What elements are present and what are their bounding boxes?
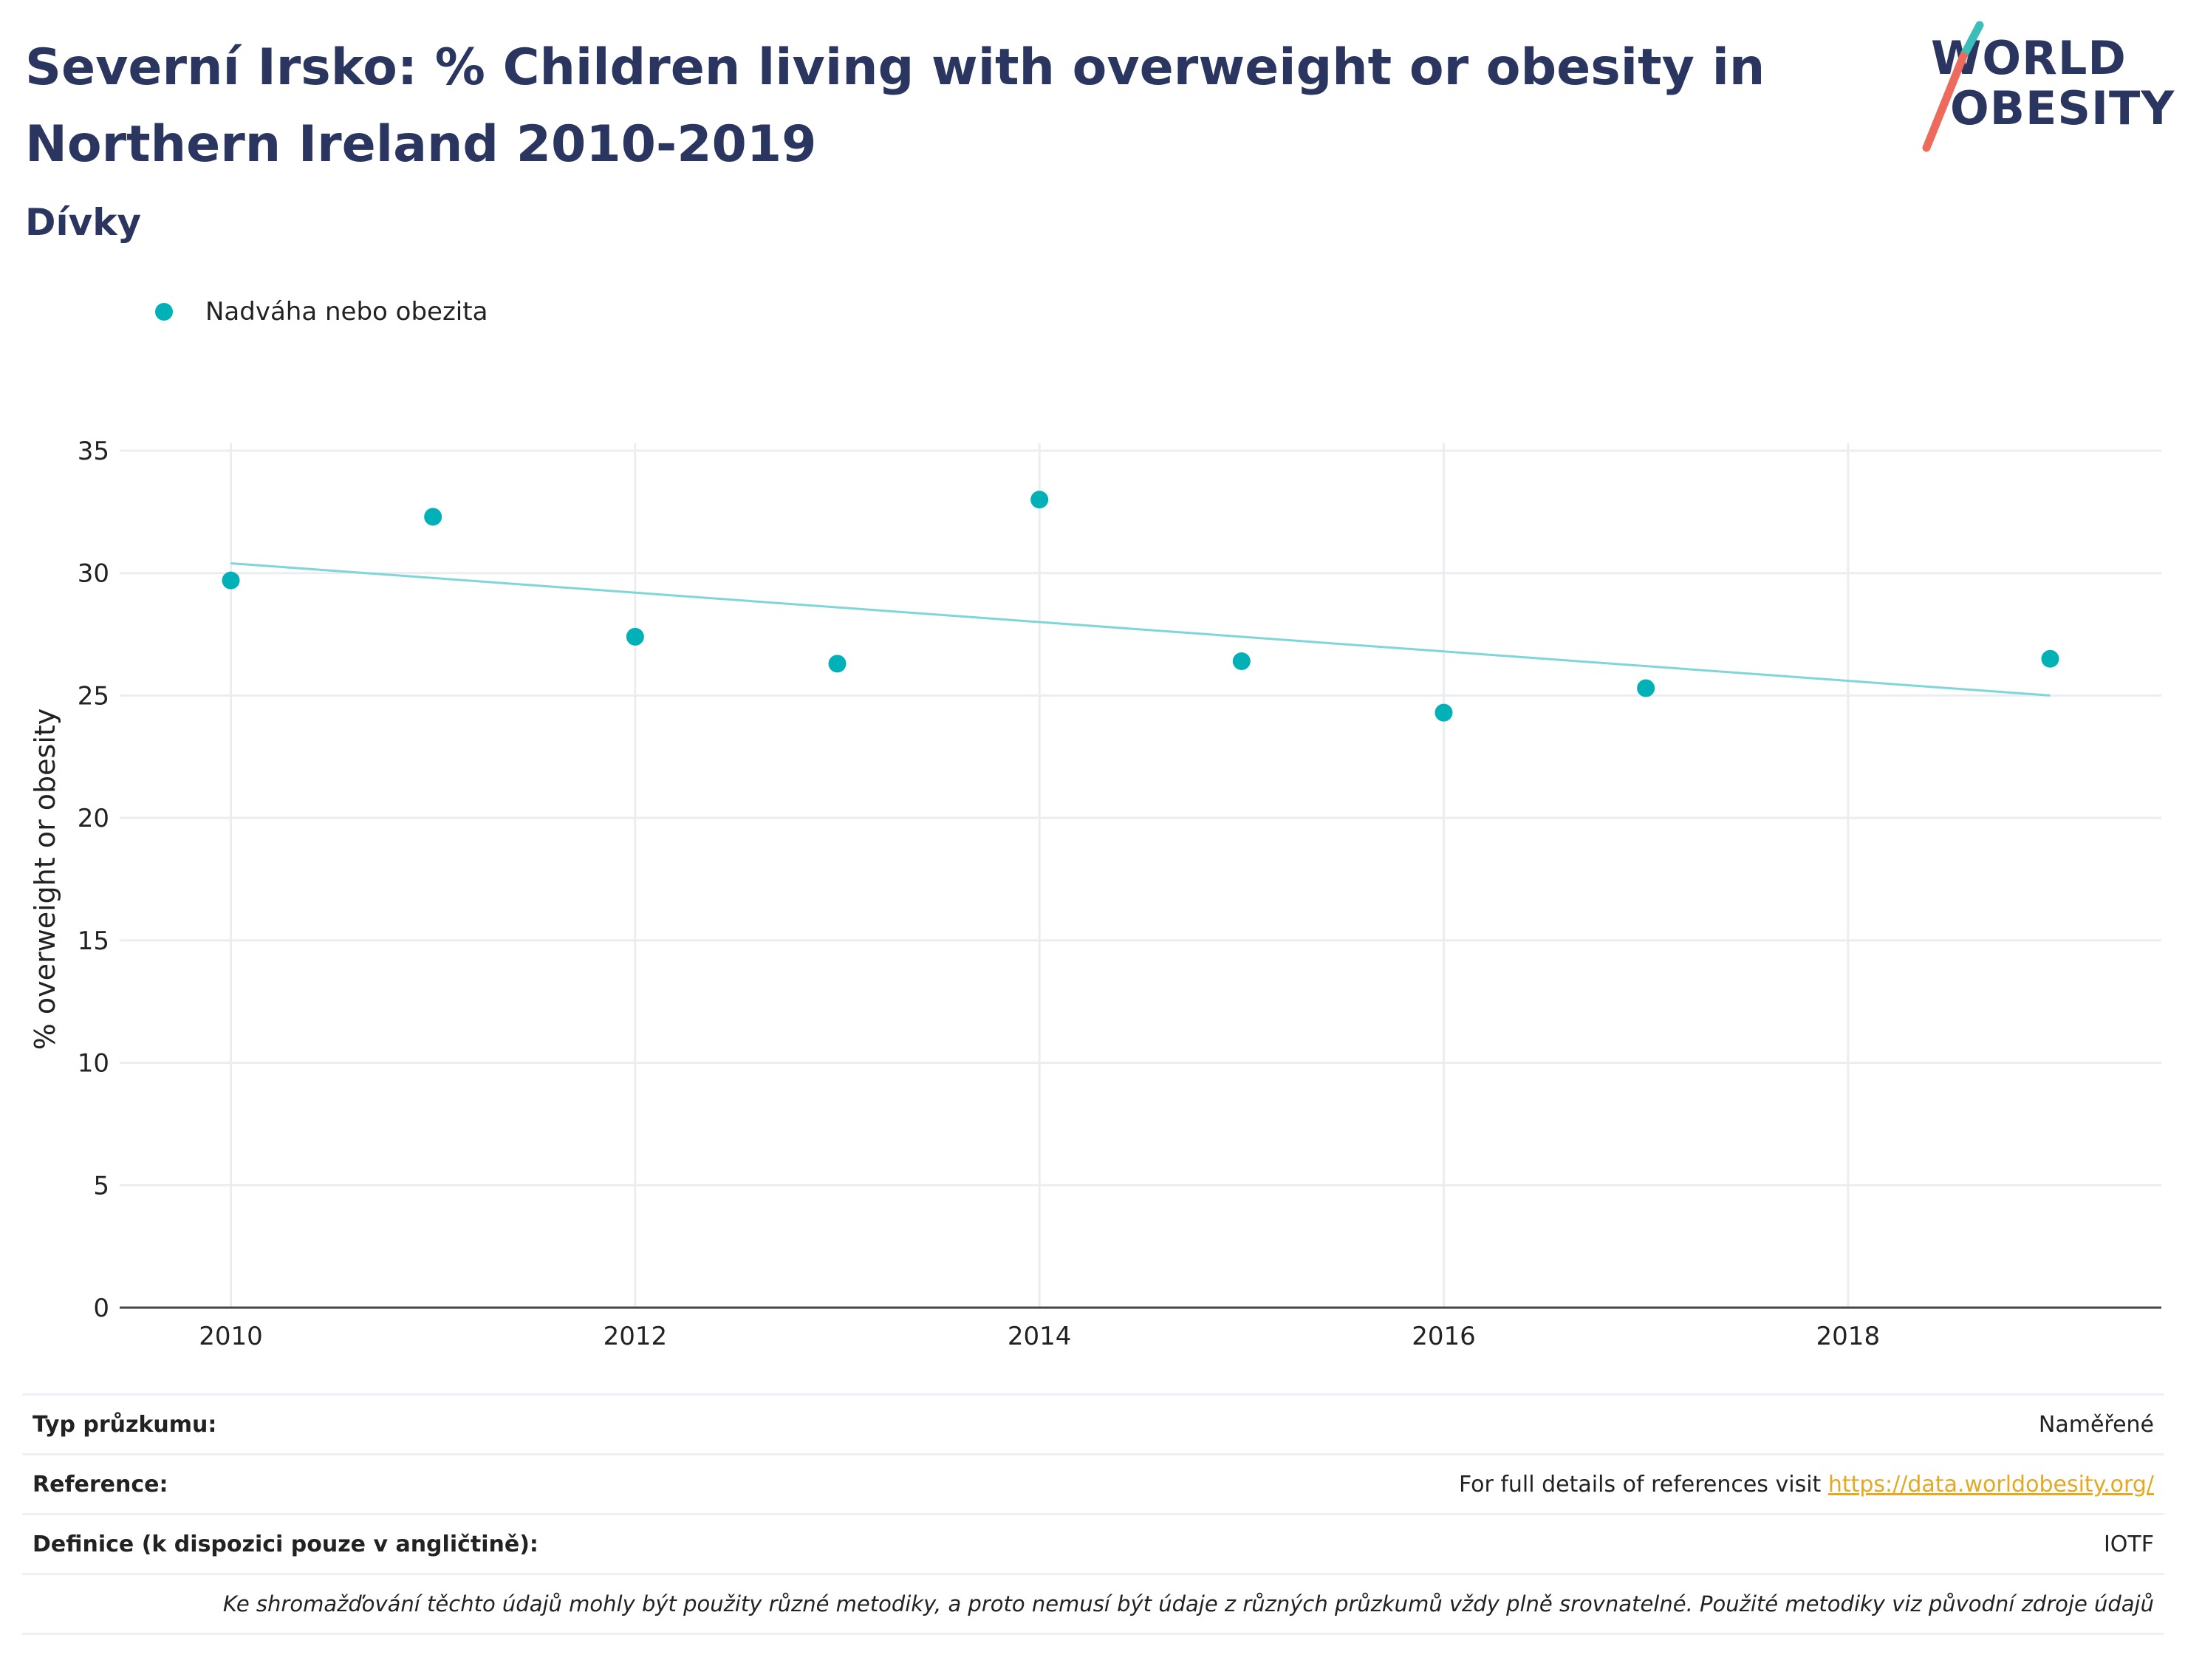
logo-word-obesity: OBESITY bbox=[1950, 81, 2175, 135]
trend-line bbox=[230, 561, 2051, 697]
y-tick-label: 20 bbox=[78, 804, 109, 833]
y-axis-title: % overweight or obesity bbox=[29, 708, 61, 1051]
data-point bbox=[626, 627, 644, 646]
y-tick-label: 30 bbox=[78, 559, 109, 589]
chart-subtitle: Dívky bbox=[25, 201, 142, 244]
definition-label: Definice (k dispozici pouze v angličtině… bbox=[33, 1531, 538, 1557]
survey-type-value: Naměřené bbox=[2038, 1411, 2154, 1438]
x-tick-label: 2018 bbox=[1816, 1322, 1881, 1351]
data-point bbox=[1232, 652, 1251, 671]
chart-title: Severní Irsko: % Children living with ov… bbox=[25, 38, 1765, 174]
footer-table: Typ průzkumu: Naměřené Reference: For fu… bbox=[22, 1393, 2164, 1635]
chart-legend[interactable]: Nadváha nebo obezita bbox=[155, 297, 488, 327]
definition-row: Definice (k dispozici pouze v angličtině… bbox=[22, 1513, 2164, 1573]
x-tick-label: 2016 bbox=[1412, 1322, 1476, 1351]
x-tick-label: 2012 bbox=[603, 1322, 668, 1351]
logo-slash-icon bbox=[1922, 21, 1984, 152]
reference-text: For full details of references visit bbox=[1458, 1471, 1822, 1498]
data-point bbox=[222, 571, 240, 590]
y-tick-label: 25 bbox=[78, 681, 109, 711]
y-tick-label: 5 bbox=[93, 1171, 109, 1201]
y-tick-label: 0 bbox=[93, 1294, 109, 1323]
world-obesity-logo[interactable]: WORLD OBESITY bbox=[1921, 21, 2175, 161]
reference-label: Reference: bbox=[33, 1471, 168, 1498]
reference-value: For full details of references visit htt… bbox=[1459, 1472, 2154, 1498]
survey-type-label: Typ průzkumu: bbox=[33, 1411, 217, 1438]
methodology-note: Ke shromažďování těchto údajů mohly být … bbox=[22, 1573, 2164, 1635]
legend-label: Nadváha nebo obezita bbox=[205, 297, 488, 327]
data-point bbox=[828, 655, 847, 673]
data-point bbox=[2041, 649, 2059, 668]
chart-plot-area: 0 5 10 15 20 25 30 35 2010 2012 2014 2016 2018 % over… bbox=[29, 437, 2161, 1351]
data-point bbox=[1030, 491, 1049, 509]
y-tick-label: 15 bbox=[78, 926, 109, 956]
reference-row: Reference: For full details of reference… bbox=[22, 1453, 2164, 1513]
y-tick-label: 10 bbox=[78, 1049, 109, 1079]
survey-type-row: Typ průzkumu: Naměřené bbox=[22, 1393, 2164, 1453]
data-point bbox=[1435, 703, 1453, 722]
data-point bbox=[424, 508, 442, 526]
x-tick-label: 2014 bbox=[1008, 1322, 1072, 1351]
definition-value: IOTF bbox=[2103, 1531, 2154, 1557]
x-tick-label: 2010 bbox=[199, 1322, 263, 1351]
y-tick-label: 35 bbox=[78, 437, 109, 466]
data-point bbox=[1637, 679, 1655, 697]
reference-link[interactable]: https://data.worldobesity.org/ bbox=[1827, 1471, 2154, 1498]
legend-marker-icon bbox=[155, 303, 173, 321]
